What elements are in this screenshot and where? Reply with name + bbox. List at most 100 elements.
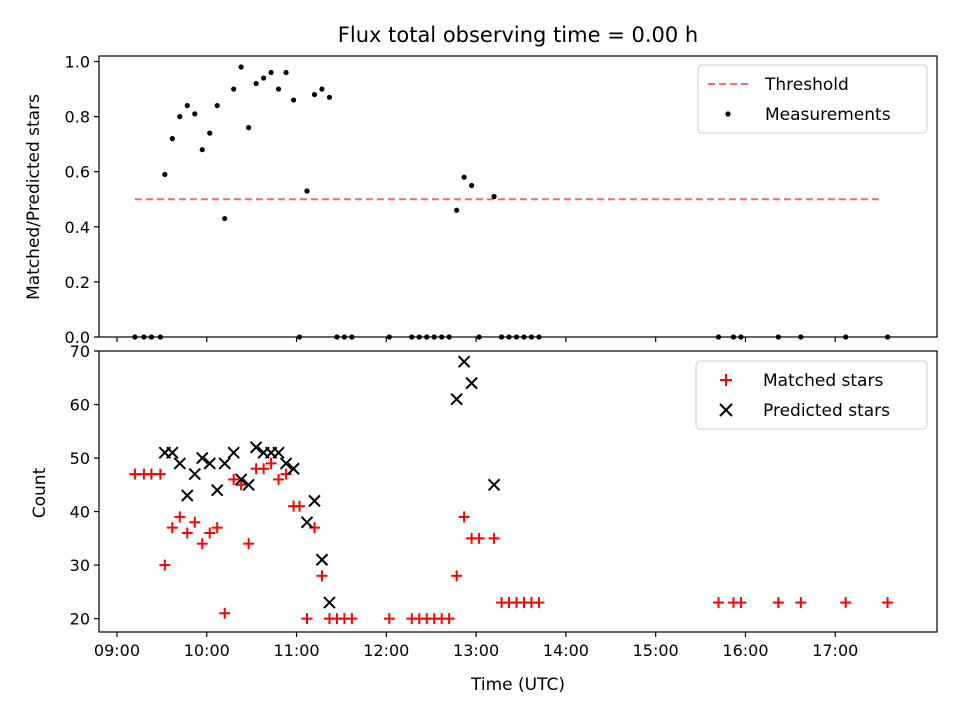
predicted-point bbox=[188, 467, 201, 481]
xtick-label: 15:00 bbox=[633, 641, 679, 660]
xtick-label: 13:00 bbox=[453, 641, 499, 660]
measurement-point bbox=[283, 69, 289, 76]
measurement-point bbox=[311, 91, 318, 98]
top-points bbox=[132, 64, 891, 340]
matched-point bbox=[383, 613, 395, 625]
top-chart-title: Flux total observing time = 0.00 h bbox=[338, 23, 698, 47]
predicted-point bbox=[211, 483, 224, 497]
measurement-point bbox=[461, 174, 467, 180]
predicted-point bbox=[279, 457, 293, 470]
matched-point bbox=[204, 527, 216, 539]
top-y-axis-label: Matched/Predicted stars bbox=[24, 94, 44, 300]
xtick-label: 11:00 bbox=[273, 641, 319, 660]
matched-point bbox=[235, 479, 247, 491]
legend-predicted-swatch bbox=[719, 403, 733, 417]
legend-threshold-label: Threshold bbox=[764, 75, 849, 95]
matched-point bbox=[882, 597, 894, 609]
measurement-point bbox=[192, 111, 198, 117]
top-legend-box bbox=[697, 64, 928, 134]
measurement-point bbox=[469, 182, 475, 189]
measurement-point bbox=[246, 125, 252, 131]
legend-measurements-label: Measurements bbox=[765, 105, 891, 125]
measurement-point bbox=[238, 64, 244, 70]
matched-point bbox=[840, 597, 852, 609]
predicted-point bbox=[227, 446, 240, 459]
bottom-panel-frame bbox=[98, 350, 938, 633]
xtick-label: 12:00 bbox=[363, 641, 409, 660]
top-ytick-label: 0.0 bbox=[65, 328, 90, 347]
predicted-point bbox=[242, 478, 255, 492]
predicted-point bbox=[218, 457, 231, 470]
matched-point bbox=[189, 516, 201, 528]
measurement-point bbox=[177, 114, 183, 120]
matched-point bbox=[308, 522, 320, 534]
top-ytick-label: 0.6 bbox=[65, 163, 90, 182]
measurement-point bbox=[268, 69, 274, 76]
matched-point bbox=[243, 538, 255, 550]
top-panel: 0.0 0.2 0.4 0.6 0.8 1.0 Matched/Predicted sta… bbox=[24, 53, 938, 347]
matched-point bbox=[443, 613, 455, 625]
top-ytick-label: 0.4 bbox=[65, 218, 90, 237]
top-y-ticks: 0.0 0.2 0.4 0.6 0.8 1.0 bbox=[65, 53, 99, 347]
measurement-point bbox=[326, 94, 333, 100]
matched-point bbox=[154, 468, 166, 480]
measurement-point bbox=[261, 75, 267, 81]
matched-point bbox=[795, 597, 807, 609]
predicted-point bbox=[181, 489, 194, 502]
measurement-point bbox=[199, 147, 205, 153]
measurement-point bbox=[214, 102, 220, 109]
measurement-point bbox=[231, 86, 237, 92]
measurement-point bbox=[207, 130, 213, 136]
matched-point bbox=[294, 500, 306, 512]
matched-point bbox=[228, 473, 240, 485]
matched-point bbox=[174, 511, 186, 523]
matched-point bbox=[301, 613, 313, 625]
predicted-point bbox=[308, 494, 321, 508]
measurement-point bbox=[319, 86, 325, 92]
measurement-point bbox=[169, 136, 175, 142]
predicted-point bbox=[272, 446, 285, 459]
top-ytick-label: 0.2 bbox=[65, 273, 90, 292]
predicted-point bbox=[315, 553, 329, 566]
measurement-point bbox=[162, 171, 168, 178]
predicted-point bbox=[300, 516, 314, 529]
legend-predicted-label: Predicted stars bbox=[763, 401, 890, 421]
x-axis-label: Time (UTC) bbox=[470, 675, 565, 695]
measurement-point bbox=[454, 207, 460, 213]
predicted-point bbox=[487, 478, 501, 492]
predicted-point bbox=[166, 446, 179, 459]
matched-point bbox=[159, 559, 171, 571]
bottom-x-ticks: 09:00 10:00 11:00 12:00 13:00 14:00 15:00 16:00… bbox=[94, 632, 858, 660]
measurement-point bbox=[290, 97, 297, 103]
bottom-ytick-label: 70 bbox=[70, 342, 90, 361]
legend-matched-label: Matched stars bbox=[763, 371, 883, 391]
matched-point bbox=[533, 597, 545, 609]
measurement-point bbox=[491, 193, 497, 200]
xtick-label: 14:00 bbox=[543, 641, 589, 660]
bottom-legend-box bbox=[695, 360, 928, 430]
matched-point bbox=[219, 607, 231, 619]
predicted-point bbox=[287, 462, 300, 475]
bottom-ytick-label: 60 bbox=[70, 396, 90, 415]
predicted-point bbox=[465, 376, 478, 390]
xtick-label: 09:00 bbox=[94, 641, 140, 660]
measurement-point bbox=[304, 188, 310, 194]
matched-point bbox=[181, 527, 193, 539]
bottom-ytick-label: 30 bbox=[70, 556, 90, 575]
matched-point bbox=[713, 597, 725, 609]
bottom-ytick-label: 20 bbox=[70, 610, 90, 629]
measurement-point bbox=[184, 102, 190, 109]
bottom-y-ticks: 20 30 40 50 60 70 bbox=[70, 342, 99, 629]
matched-point bbox=[451, 570, 463, 582]
matched-point bbox=[458, 511, 470, 523]
matched-point bbox=[346, 613, 358, 625]
top-ytick-label: 0.8 bbox=[65, 108, 90, 127]
top-panel-frame bbox=[98, 55, 938, 338]
predicted-point bbox=[203, 457, 216, 470]
measurement-point bbox=[222, 215, 228, 222]
matched-point bbox=[772, 597, 784, 609]
top-legend: Threshold Measurements bbox=[697, 64, 928, 134]
predicted-point bbox=[196, 451, 209, 465]
bottom-panel: 20 30 40 50 60 70 09:00 10:00 11:00 12:00 13:00 14… bbox=[30, 342, 938, 695]
